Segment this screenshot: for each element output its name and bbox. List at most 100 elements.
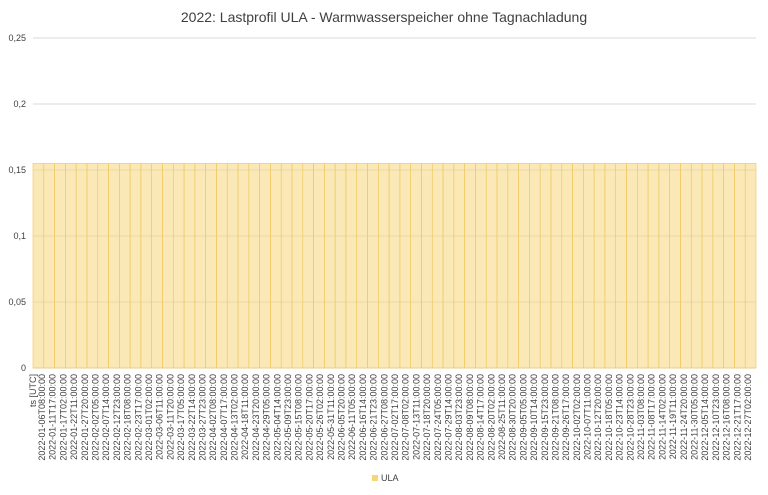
bar-ula — [129, 163, 142, 369]
y-tick-label: 0,15 — [8, 165, 26, 175]
bar-ula — [550, 163, 563, 369]
x-tick-label: 2022-06-16T14:00:00 — [358, 374, 368, 461]
bar-ula — [140, 163, 153, 369]
bar-ula — [604, 163, 617, 369]
x-tick-label: 2022-11-03T08:00:00 — [636, 374, 646, 460]
bar-ula — [421, 163, 433, 369]
bar-ula — [475, 163, 487, 369]
y-axis-ticks: 0 0,05 0,1 0,15 0,2 0,25 — [8, 33, 26, 373]
x-tick-label: 2022-03-11T20:00:00 — [165, 374, 175, 460]
bar-ula — [572, 163, 584, 369]
bar-ula — [431, 163, 444, 369]
x-tick-label: 2022-04-18T11:00:00 — [240, 374, 250, 460]
bar-ula — [669, 163, 681, 369]
bar-ula — [744, 163, 757, 369]
bar-ula — [151, 163, 163, 369]
legend-swatch-ula — [372, 475, 378, 481]
x-tick-label: 2022-12-16T08:00:00 — [722, 374, 732, 461]
x-tick-label: 2022-08-14T17:00:00 — [476, 374, 486, 461]
bar-ula — [216, 163, 228, 369]
bar-ula — [518, 163, 530, 369]
legend-label-ula: ULA — [381, 473, 399, 483]
bar-ula — [32, 163, 45, 369]
x-tick-label: 2022-01-11T17:00:00 — [48, 374, 58, 460]
chart-title: 2022: Lastprofil ULA - Warmwasserspeiche… — [181, 9, 587, 25]
bar-ula — [270, 163, 282, 369]
x-tick-label: 2022-11-30T05:00:00 — [690, 374, 700, 460]
bar-ula — [615, 163, 627, 369]
bar-ula — [485, 163, 498, 369]
x-tick-label: 2022-03-01T02:00:00 — [144, 374, 154, 461]
bar-ula — [54, 163, 66, 369]
x-tick-label: 2022-12-05T14:00:00 — [700, 374, 710, 461]
x-tick-label: 2022-11-08T17:00:00 — [647, 374, 657, 460]
bar-ula — [464, 163, 476, 369]
x-tick-label: 2022-01-22T11:00:00 — [69, 374, 79, 460]
x-tick-label: 2022-02-18T08:00:00 — [123, 374, 133, 461]
bar-ula — [172, 163, 185, 369]
bar-ula — [259, 163, 271, 369]
x-tick-label: 2022-04-29T05:00:00 — [262, 374, 272, 461]
x-tick-label: 2022-12-27T02:00:00 — [743, 374, 753, 461]
bar-ula — [313, 163, 325, 369]
x-tick-label: 2022-10-18T05:00:00 — [604, 374, 614, 461]
x-tick-label: 2022-08-09T08:00:00 — [465, 374, 475, 461]
x-tick-label: 2022-04-02T08:00:00 — [208, 374, 218, 461]
x-tick-label: 2022-07-08T02:00:00 — [401, 374, 411, 461]
bar-ula — [723, 163, 735, 369]
x-tick-label: 2022-01-06T08:00:00 — [37, 374, 47, 461]
x-tick-label: 2022-11-19T11:00:00 — [668, 374, 678, 459]
bar-ula — [324, 163, 336, 369]
bar-ula — [108, 163, 120, 369]
x-tick-label: 2022-07-02T17:00:00 — [390, 374, 400, 461]
x-tick-label: 2022-02-23T17:00:00 — [133, 374, 143, 461]
bar-series-ula — [32, 163, 757, 369]
bar-ula — [356, 163, 368, 369]
bar-ula — [680, 163, 692, 369]
bar-ula — [194, 163, 206, 369]
bar-ula — [75, 163, 88, 369]
bar-ula — [496, 163, 509, 369]
bar-ula — [388, 163, 401, 369]
bar-ula — [593, 163, 606, 369]
x-tick-label: 2022-04-07T17:00:00 — [219, 374, 229, 461]
bar-ula — [378, 163, 390, 369]
bar-ula — [334, 163, 347, 369]
x-tick-label: 2022-09-26T17:00:00 — [561, 374, 571, 461]
x-tick-label: 2022-07-29T14:00:00 — [443, 374, 453, 461]
bar-ula — [86, 163, 99, 369]
y-tick-label: 0,2 — [13, 99, 26, 109]
bar-ula — [97, 163, 109, 369]
bar-ula — [410, 163, 422, 369]
bar-ula — [399, 163, 411, 369]
bar-ula — [453, 163, 465, 369]
x-tick-label: 2022-09-21T08:00:00 — [550, 374, 560, 461]
x-tick-label: 2022-01-17T02:00:00 — [58, 374, 68, 461]
bar-ula — [280, 163, 293, 369]
bar-ula — [539, 163, 552, 369]
bar-ula — [237, 163, 250, 369]
x-tick-label: 2022-11-14T02:00:00 — [657, 374, 667, 460]
x-tick-label: 2022-12-21T17:00:00 — [732, 374, 742, 461]
x-tick-label: 2022-04-13T02:00:00 — [230, 374, 240, 461]
x-tick-label: 2022-09-05T05:00:00 — [518, 374, 528, 461]
x-tick-label: 2022-03-27T23:00:00 — [197, 374, 207, 461]
bar-ula — [43, 163, 55, 369]
x-tick-label: ts [UTC] — [28, 374, 38, 407]
bar-ula — [561, 163, 573, 369]
x-tick-label: 2022-05-20T17:00:00 — [304, 374, 314, 461]
x-tick-label: 2022-10-02T02:00:00 — [572, 374, 582, 461]
legend: ULA — [372, 473, 399, 483]
bar-ula — [183, 163, 196, 369]
bar-ula — [636, 163, 649, 369]
bar-ula — [367, 163, 379, 369]
x-tick-label: 2022-11-24T20:00:00 — [679, 374, 689, 460]
x-tick-label: 2022-08-20T02:00:00 — [486, 374, 496, 461]
x-tick-label: 2022-08-30T20:00:00 — [508, 374, 518, 461]
bar-ula — [647, 163, 660, 369]
x-tick-label: 2022-10-23T14:00:00 — [615, 374, 625, 461]
bar-ula — [162, 163, 174, 369]
bar-ula — [583, 163, 595, 369]
x-tick-label: 2022-10-28T23:00:00 — [625, 374, 635, 461]
